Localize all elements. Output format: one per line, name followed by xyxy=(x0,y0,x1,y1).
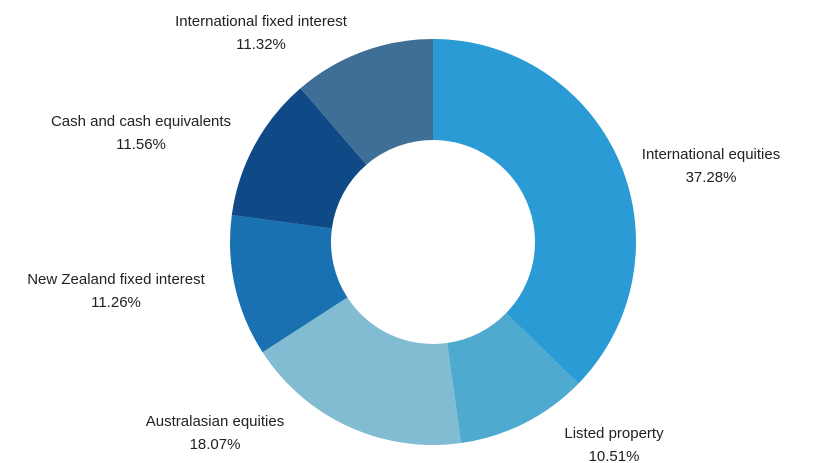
donut-segment xyxy=(262,297,462,445)
donut-segment xyxy=(447,313,579,444)
segment-label: Cash and cash equivalents xyxy=(51,113,231,130)
segment-label: Listed property xyxy=(564,425,664,442)
donut-segment xyxy=(433,39,636,384)
value-label: 18.07% xyxy=(190,436,241,453)
segment-label: Australasian equities xyxy=(146,413,284,430)
segment-label: International equities xyxy=(642,146,780,163)
value-label: 11.26% xyxy=(91,294,141,311)
donut-segment xyxy=(300,39,433,165)
donut-segment xyxy=(231,88,367,229)
segment-label: New Zealand fixed interest xyxy=(27,271,205,288)
donut-segment xyxy=(230,215,348,353)
value-label: 11.32% xyxy=(236,36,286,53)
value-label: 11.56% xyxy=(116,136,166,153)
segment-label: International fixed interest xyxy=(175,13,348,30)
value-label: 10.51% xyxy=(589,448,640,463)
value-label: 37.28% xyxy=(686,169,737,186)
